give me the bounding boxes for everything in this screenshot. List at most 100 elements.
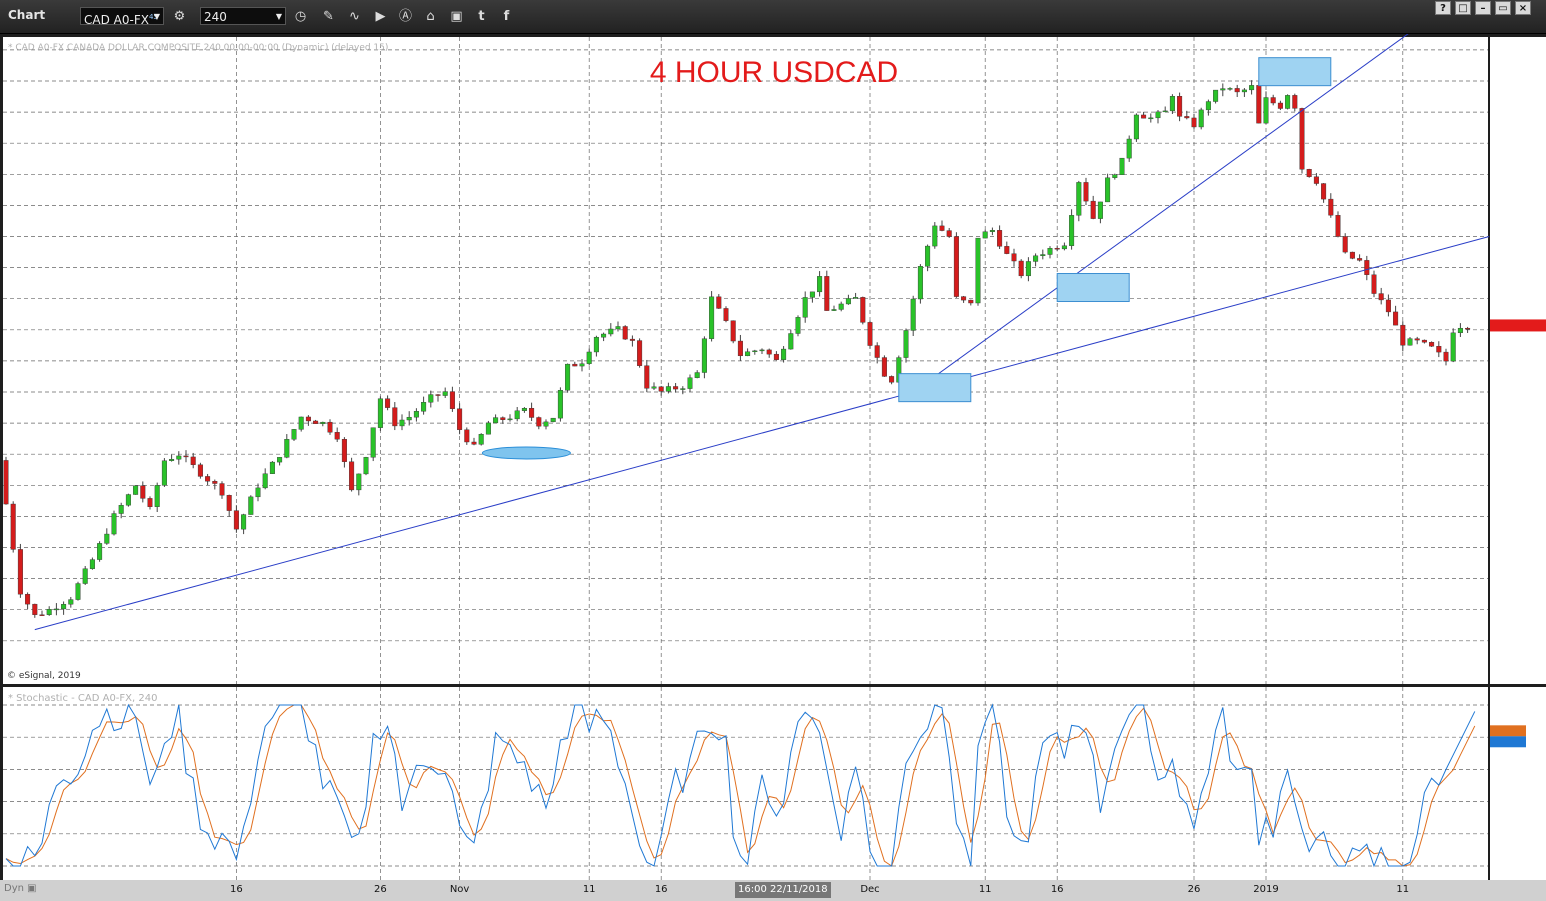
candle xyxy=(169,454,175,462)
interval-dropdown-icon[interactable]: ▼ xyxy=(275,12,282,21)
curve-icon[interactable]: ∿ xyxy=(349,9,360,24)
candle xyxy=(665,382,671,394)
toolbar: Chart CAD A0-FX45 ▼ ⚙ 240 ▼ ◷ ✎ ∿ ▶ Ⓐ ⌂ ▣ … xyxy=(0,0,1546,34)
play-icon[interactable]: ▶ xyxy=(375,9,386,24)
candle-body xyxy=(111,513,117,535)
candle xyxy=(1097,201,1103,224)
time-tick-label: 2019 xyxy=(1253,884,1279,895)
candle-body xyxy=(881,357,887,377)
candle xyxy=(903,328,909,363)
candle xyxy=(1349,251,1355,260)
candle xyxy=(1119,157,1125,175)
candle-body xyxy=(1155,111,1161,119)
candle xyxy=(356,473,362,496)
candle-body xyxy=(586,351,592,364)
candle-body xyxy=(1429,342,1435,347)
candle-body xyxy=(1450,332,1456,362)
candle xyxy=(241,513,247,535)
candle-body xyxy=(579,363,585,367)
candle xyxy=(255,483,261,502)
candle-body xyxy=(1256,85,1262,124)
stochastic-d-line xyxy=(5,704,1476,867)
candle-body xyxy=(1220,88,1226,91)
candle xyxy=(493,414,499,424)
candle xyxy=(1371,270,1377,298)
candle xyxy=(802,291,808,323)
dynamic-scale-icon[interactable]: Dyn ▣ xyxy=(4,883,37,894)
chart-canvas[interactable]: * CAD A0-FX CANADA DOLLAR COMPOSITE 240 … xyxy=(0,34,1546,880)
candle xyxy=(1047,246,1053,259)
stochastic-panel[interactable] xyxy=(3,687,1488,880)
candle-body xyxy=(17,549,23,595)
candle-body xyxy=(795,317,801,334)
candle xyxy=(133,485,139,495)
candle-body xyxy=(903,330,909,358)
price-axis[interactable] xyxy=(1490,37,1546,684)
facebook-icon[interactable]: f xyxy=(503,9,510,24)
settings-icon[interactable]: ⚙ xyxy=(173,9,186,24)
candle xyxy=(1040,249,1046,260)
minimize-button[interactable]: – xyxy=(1475,1,1491,15)
candle-body xyxy=(356,473,362,491)
candle xyxy=(147,496,153,510)
candle xyxy=(651,382,657,391)
candle-body xyxy=(514,410,520,420)
interval-input[interactable]: 240 ▼ xyxy=(200,7,286,25)
clock-icon[interactable]: ◷ xyxy=(294,9,307,24)
candle-body xyxy=(3,460,9,505)
candle-body xyxy=(442,391,448,396)
candle xyxy=(1378,287,1384,305)
candle-body xyxy=(809,291,815,298)
candle-body xyxy=(399,419,405,427)
price-panel[interactable] xyxy=(3,37,1488,684)
candle-body xyxy=(723,308,729,321)
candle xyxy=(1421,339,1427,344)
candle xyxy=(1357,254,1363,262)
support-ellipse xyxy=(481,446,571,460)
candle xyxy=(644,359,650,393)
candle xyxy=(629,335,635,347)
candle xyxy=(305,415,311,426)
candle-body xyxy=(363,457,369,475)
symbol-dropdown-icon[interactable]: ▼ xyxy=(153,12,160,21)
candle-body xyxy=(75,583,81,600)
maximize-button[interactable]: ▭ xyxy=(1495,1,1511,15)
candle-body xyxy=(125,494,131,506)
stochastic-axis[interactable] xyxy=(1490,687,1546,880)
candle-body xyxy=(716,296,722,309)
candle xyxy=(320,421,326,427)
candle-body xyxy=(478,434,484,445)
comment-icon[interactable]: ▣ xyxy=(450,9,463,24)
candle xyxy=(298,416,304,432)
candle-body xyxy=(1198,109,1204,128)
candle xyxy=(824,270,830,311)
candle xyxy=(291,429,297,442)
candle xyxy=(1436,341,1442,358)
candle xyxy=(1457,323,1463,337)
candle-body xyxy=(197,464,203,477)
candle-body xyxy=(248,496,254,515)
candle xyxy=(1090,195,1096,220)
float-button[interactable]: □ xyxy=(1455,1,1471,15)
candle-body xyxy=(1213,89,1219,102)
candle-body xyxy=(320,421,326,424)
candle xyxy=(1364,255,1370,281)
candle xyxy=(989,227,995,236)
symbol-input[interactable]: CAD A0-FX45 ▼ xyxy=(80,7,164,27)
candle-body xyxy=(1313,176,1319,184)
candle xyxy=(716,294,722,309)
candle xyxy=(860,296,866,325)
candle xyxy=(1385,294,1391,317)
time-axis-bar[interactable]: 16 26 Nov 11 16 Dec 11 16 26 2019 11 16:00 22/11/20… xyxy=(0,880,1546,901)
price-annotation-box xyxy=(1258,57,1332,87)
tag-icon[interactable]: ⌂ xyxy=(426,9,435,24)
help-button[interactable]: ? xyxy=(1435,1,1451,15)
candle xyxy=(910,295,916,336)
candle-body xyxy=(745,351,751,357)
pencil-icon[interactable]: ✎ xyxy=(323,9,334,24)
candle-body xyxy=(629,338,635,341)
twitter-icon[interactable]: t xyxy=(478,9,485,24)
close-button[interactable]: × xyxy=(1515,1,1531,15)
alert-icon[interactable]: Ⓐ xyxy=(398,9,412,24)
candle-body xyxy=(1364,260,1370,275)
